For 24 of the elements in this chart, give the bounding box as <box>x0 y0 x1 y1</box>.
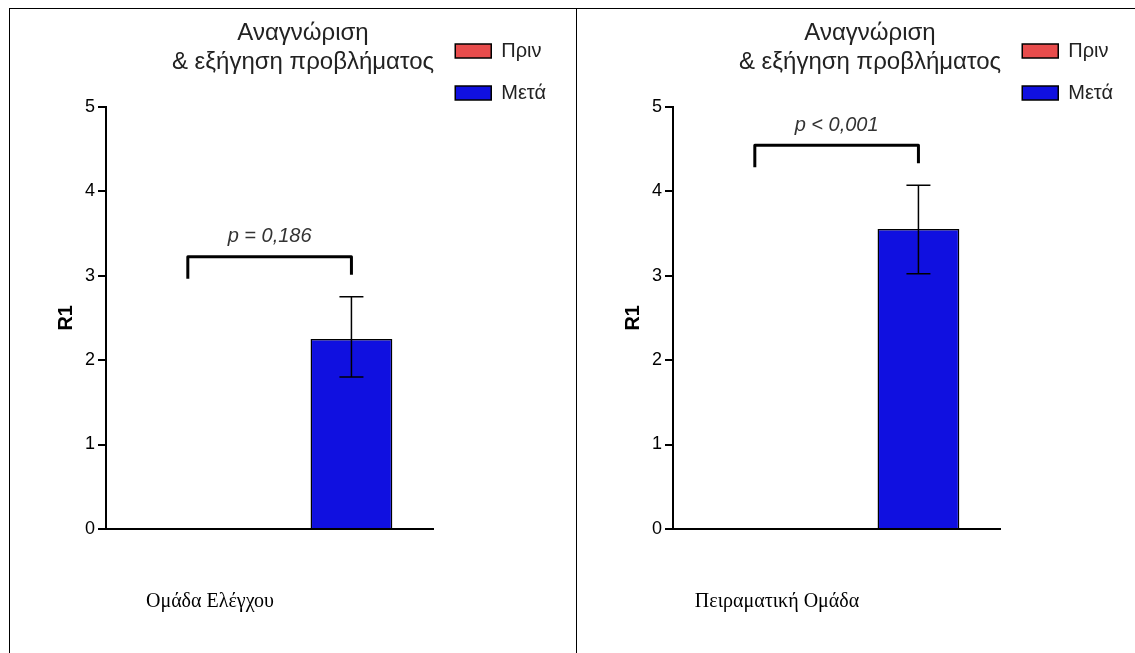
y-tick-label: 4 <box>652 180 663 201</box>
y-axis-title: R1 <box>620 305 643 331</box>
annotation: p = 0,186 <box>226 224 313 247</box>
y-tick-label: 3 <box>652 264 663 285</box>
y-tick-label: 2 <box>85 349 96 370</box>
y-tick-label: 0 <box>652 517 663 538</box>
y-tick-label: 1 <box>652 433 663 454</box>
chart-title: Αναγνώριση & εξήγηση προβλήματος <box>171 18 435 74</box>
legend-label: Πριν <box>501 38 542 61</box>
y-tick-label: 0 <box>85 517 96 538</box>
y-tick-label: 3 <box>85 264 96 285</box>
x-axis-title: Ομάδα Ελέγχου <box>144 589 275 612</box>
legend-label: Μετά <box>501 80 547 103</box>
y-tick-label: 5 <box>85 95 96 116</box>
y-tick-label: 5 <box>652 95 663 116</box>
annotation: p < 0,001 <box>793 112 879 135</box>
chart-title: Αναγνώριση & εξήγηση προβλήματος <box>738 18 1002 74</box>
y-tick-label: 4 <box>85 180 96 201</box>
y-tick-label: 2 <box>652 349 663 370</box>
x-axis-title: Πειραματική Ομάδα <box>693 589 861 612</box>
legend-label: Πριν <box>1068 38 1109 61</box>
y-axis-title: R1 <box>53 305 76 331</box>
legend-label: Μετά <box>1068 80 1114 103</box>
y-tick-label: 1 <box>85 433 96 454</box>
